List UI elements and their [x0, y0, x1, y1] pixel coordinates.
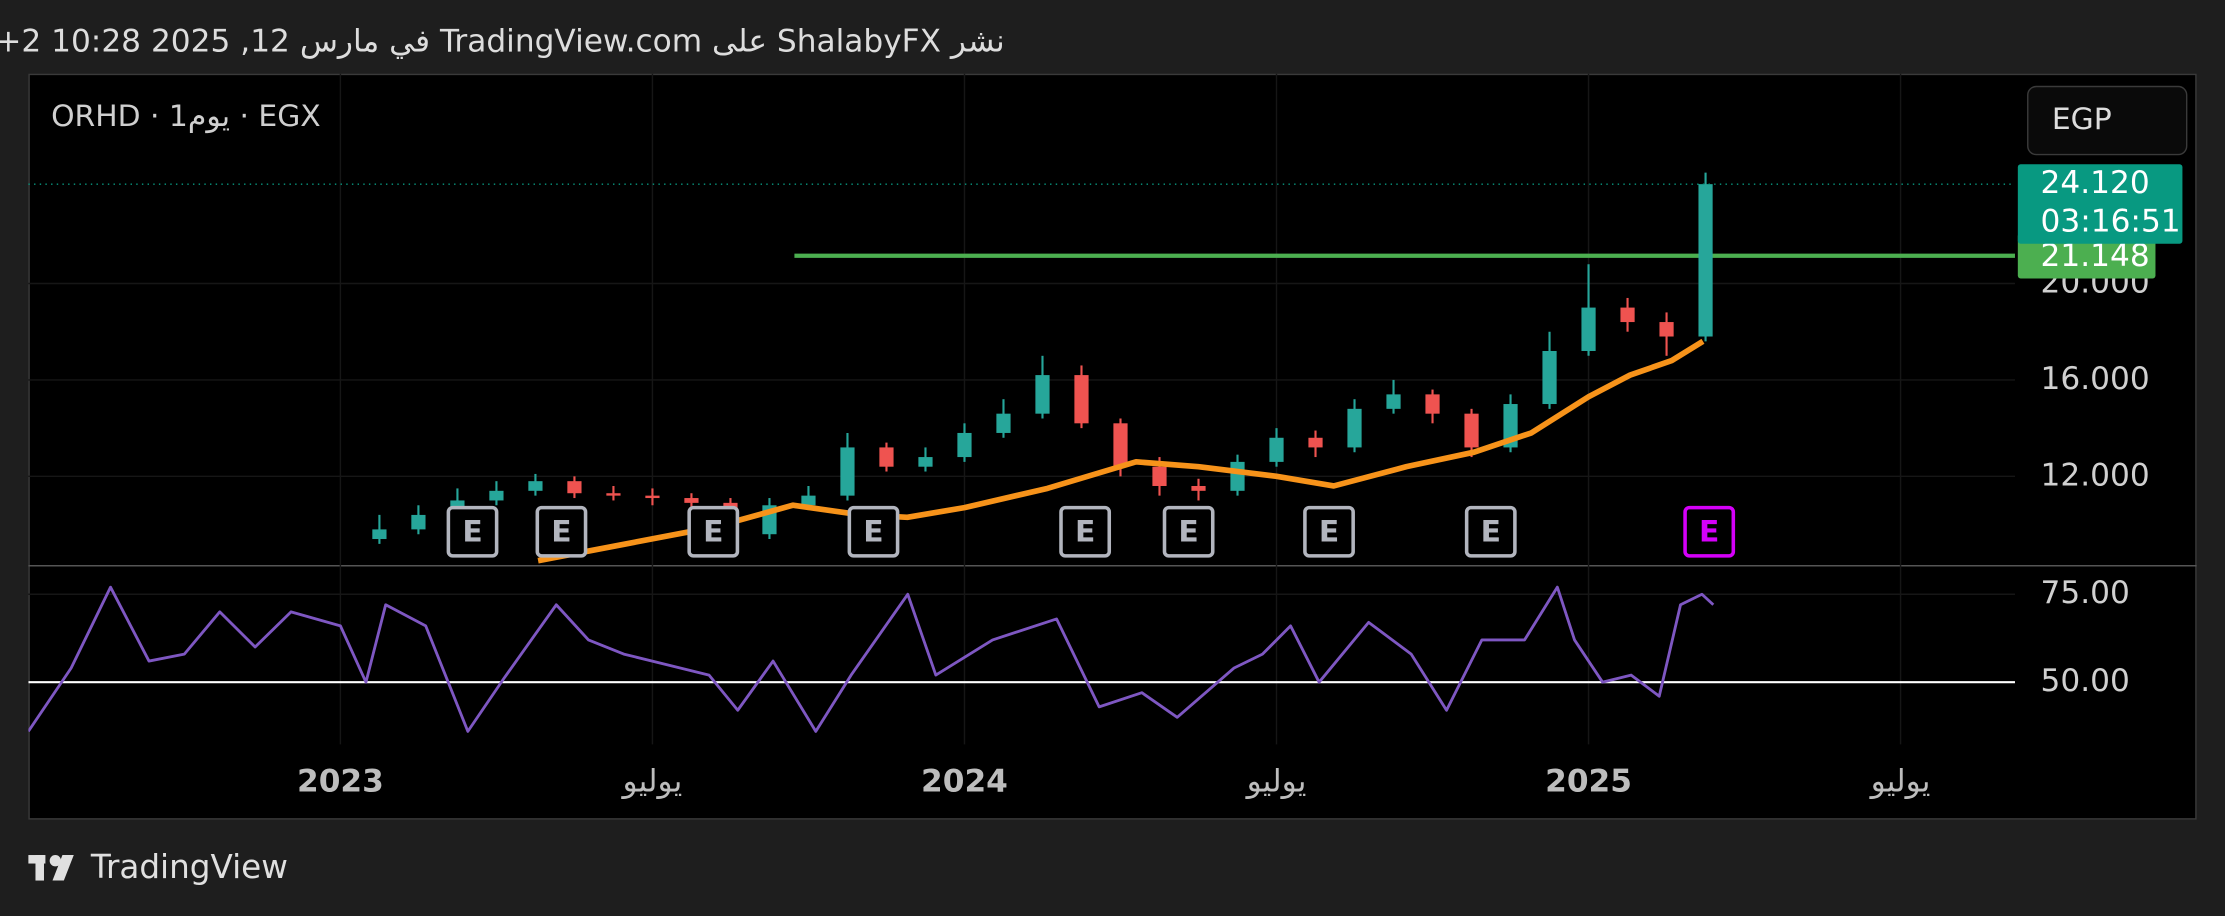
- earnings-marker: [1683, 505, 1736, 558]
- candle-body: [840, 447, 855, 496]
- y-tick-label: 12.000: [2041, 457, 2150, 493]
- candle-body: [1308, 437, 1323, 448]
- candle-body: [996, 413, 1011, 433]
- earnings-marker: [535, 505, 588, 558]
- currency-button[interactable]: [2027, 85, 2188, 156]
- candle-body: [957, 432, 972, 458]
- candle-body: [1269, 437, 1284, 462]
- candle-body: [1464, 413, 1479, 448]
- rsi-line: [28, 585, 1715, 733]
- earnings-marker: [1303, 505, 1355, 558]
- level-price-box: [2017, 233, 2156, 279]
- candle-body: [1698, 184, 1713, 337]
- last-price-label: 24.120: [2041, 165, 2150, 201]
- level-price-label: 21.148: [2041, 238, 2150, 274]
- candle-body: [918, 457, 933, 467]
- rsi-tick-label: 75.00: [2041, 575, 2130, 611]
- x-tick-label: 2025: [1545, 764, 1632, 800]
- last-price-box: [2017, 164, 2183, 244]
- candle-body: [1542, 350, 1557, 405]
- moving-average: [537, 338, 1705, 564]
- candle-body: [1230, 461, 1245, 491]
- x-tick-label: يوليو: [1245, 764, 1307, 800]
- candle-body: [528, 481, 543, 491]
- candle-body: [1425, 394, 1440, 414]
- candle-body: [879, 447, 894, 467]
- countdown-label: 03:16:51: [2041, 203, 2181, 239]
- candle-body: [1152, 466, 1167, 486]
- candle-body: [489, 490, 504, 501]
- candle-body: [801, 495, 816, 506]
- earnings-marker: [847, 505, 900, 558]
- candle-body: [1620, 307, 1635, 323]
- earnings-label: E: [863, 515, 883, 550]
- earnings-marker: [1059, 505, 1112, 558]
- earnings-label: E: [703, 515, 723, 550]
- earnings-marker: [687, 505, 740, 558]
- candle-body: [1347, 408, 1362, 448]
- earnings-label: E: [462, 515, 482, 550]
- earnings-marker: [1464, 505, 1517, 558]
- earnings-label: E: [1699, 515, 1719, 550]
- x-tick-label: 2023: [297, 764, 384, 800]
- candle-body: [372, 529, 387, 540]
- candle-body: [645, 495, 660, 499]
- x-tick-label: يوليو: [621, 764, 683, 800]
- currency-label[interactable]: EGP: [2052, 102, 2112, 137]
- candle-body: [1659, 322, 1674, 337]
- candle-body: [606, 493, 621, 496]
- x-tick-label: 2024: [921, 764, 1008, 800]
- candle-body: [1074, 375, 1089, 424]
- rsi-tick-label: 50.00: [2041, 663, 2130, 699]
- candle-body: [1113, 423, 1128, 467]
- candle-body: [1035, 375, 1050, 414]
- candle-body: [684, 498, 699, 503]
- candle-body: [567, 481, 582, 494]
- tradingview-logo: [28, 855, 74, 881]
- candle-body: [1581, 307, 1596, 351]
- candle-body: [1386, 394, 1401, 409]
- footer-brand: TradingView: [90, 848, 288, 886]
- candle-body: [411, 514, 426, 530]
- candle-body: [1191, 485, 1206, 491]
- earnings-label: E: [1178, 515, 1198, 550]
- earnings-label: E: [551, 515, 571, 550]
- earnings-marker: [446, 505, 499, 558]
- earnings-label: E: [1481, 515, 1501, 550]
- earnings-label: E: [1075, 515, 1095, 550]
- symbol-legend: ORHD · 1يوم · EGX: [51, 99, 321, 134]
- chart-frame: [28, 73, 2197, 820]
- header: نشر ShalabyFX على TradingView.com في مار…: [0, 24, 1005, 60]
- earnings-marker: [1162, 505, 1215, 558]
- y-tick-label: 16.000: [2041, 361, 2150, 397]
- earnings-label: E: [1319, 515, 1339, 550]
- x-tick-label: يوليو: [1869, 764, 1931, 800]
